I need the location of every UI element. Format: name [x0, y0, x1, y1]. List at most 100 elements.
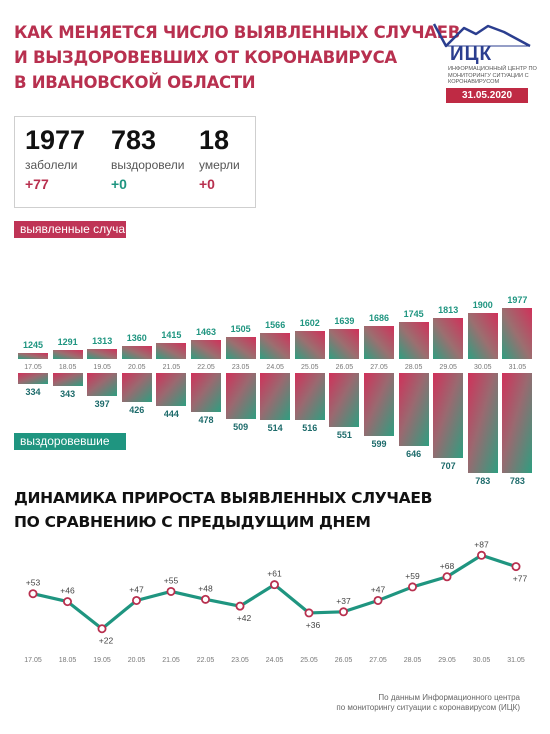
growth-point — [338, 607, 348, 617]
bar-cases-value: 1415 — [161, 329, 182, 340]
stat-recovered: 783 выздоровели +0 — [111, 123, 184, 195]
stat-infected-delta: +77 — [25, 176, 49, 192]
growth-point — [63, 597, 73, 607]
line-chart-title: Динамика прироста выявленных случаев по … — [14, 486, 534, 534]
bar-recovered — [52, 373, 83, 386]
summary-stats-box: 1977 заболели +77 783 выздоровели +0 18 … — [14, 116, 256, 208]
x-tick-label: 20.05 — [128, 364, 146, 371]
bar-recovered-value: 551 — [336, 429, 352, 440]
bar-cases — [467, 312, 498, 359]
x-tick-label: 18.05 — [59, 657, 77, 664]
stat-deaths-label: умерли — [199, 158, 240, 172]
growth-point — [511, 562, 521, 572]
stat-infected: 1977 заболели +77 — [25, 123, 85, 195]
growth-data-label: +55 — [164, 575, 179, 585]
x-tick-label: 25.05 — [300, 657, 318, 664]
bar-cases — [52, 350, 83, 359]
bar-recovered-value: 509 — [233, 421, 249, 432]
x-tick-label: 25.05 — [301, 364, 319, 371]
growth-point — [269, 580, 279, 590]
bar-recovered — [156, 373, 187, 406]
bar-cases — [18, 353, 48, 359]
logo-subtitle: Информационный центр по мониторингу ситу… — [448, 66, 537, 85]
x-tick-label: 31.05 — [508, 364, 527, 371]
logo-name: ИЦК — [450, 44, 493, 65]
growth-point — [166, 586, 176, 596]
stat-recovered-label: выздоровели — [111, 158, 185, 172]
growth-point — [131, 595, 141, 605]
x-tick-label: 22.05 — [197, 364, 215, 371]
bar-recovered — [502, 373, 533, 474]
bar-recovered — [225, 373, 256, 419]
bar-cases-value: 1602 — [299, 318, 320, 329]
source-footnote: По данным Информационного центра по мони… — [280, 693, 520, 713]
growth-data-label: +77 — [513, 574, 528, 584]
bar-recovered-value: 478 — [198, 415, 214, 426]
date-badge: 31.05.2020 — [446, 88, 528, 103]
bar-recovered — [121, 373, 152, 403]
page-title: Как меняется число выявленных случаев и … — [14, 20, 461, 95]
growth-data-label: +42 — [237, 613, 252, 623]
cases-recovered-bar-chart: 1245 17.05 334 1291 18.05 343 1313 19.05 397 1360… — [18, 295, 533, 486]
bar-recovered — [191, 373, 221, 413]
stat-recovered-value: 783 — [111, 125, 157, 155]
bar-cases-value: 1463 — [195, 326, 217, 337]
bar-recovered-value: 516 — [302, 422, 318, 433]
bar-recovered — [18, 373, 48, 384]
growth-data-label: +47 — [129, 584, 144, 594]
x-tick-label: 22.05 — [197, 657, 215, 664]
bar-recovered-value: 646 — [406, 448, 422, 459]
x-tick-label: 24.05 — [266, 364, 284, 371]
bar-recovered-value: 444 — [163, 408, 179, 419]
daily-growth-line-chart: +53 17.05 +46 18.05 +22 19.05 +47 20.05 +55 21.05… — [24, 540, 528, 664]
bar-cases-value: 1900 — [472, 299, 493, 310]
line-chart-title-line-2: по сравнению с предыдущим днем — [14, 513, 371, 531]
bar-cases — [87, 348, 118, 359]
bar-recovered — [433, 373, 464, 458]
x-tick-label: 21.05 — [162, 364, 181, 371]
bar-cases-value: 1505 — [230, 324, 251, 335]
legend-cases: выявленные случаи — [14, 221, 132, 238]
logo: ИЦК Информационный центр по мониторингу … — [432, 20, 537, 100]
x-tick-label: 17.05 — [24, 364, 42, 371]
stat-deaths-value: 18 — [199, 125, 230, 155]
bar-recovered — [260, 373, 291, 420]
x-tick-label: 23.05 — [231, 364, 250, 371]
title-line-1: Как меняется число выявленных случаев — [14, 23, 461, 42]
growth-data-label: +68 — [440, 561, 455, 571]
bar-recovered-value: 514 — [267, 422, 283, 433]
bar-cases — [225, 337, 256, 359]
x-tick-label: 27.05 — [370, 364, 388, 371]
x-tick-label: 20.05 — [128, 657, 146, 664]
bar-recovered — [364, 373, 394, 437]
growth-data-label: +59 — [405, 571, 420, 581]
bar-recovered-value: 599 — [371, 439, 387, 450]
growth-data-label: +48 — [198, 583, 213, 593]
bar-cases-value: 1977 — [507, 295, 528, 306]
x-tick-label: 28.05 — [404, 364, 423, 371]
stat-recovered-delta: +0 — [111, 176, 127, 192]
bar-recovered-value: 783 — [475, 476, 491, 487]
stat-deaths: 18 умерли +0 — [199, 123, 240, 195]
bar-cases-value: 1686 — [368, 313, 390, 324]
x-tick-label: 21.05 — [162, 657, 180, 664]
bar-cases — [398, 322, 429, 359]
bar-recovered-value: 426 — [129, 405, 145, 416]
growth-point — [97, 624, 107, 634]
logo-wave-icon — [432, 23, 531, 48]
stat-infected-label: заболели — [25, 158, 78, 172]
bar-cases-value: 1745 — [403, 309, 424, 320]
x-tick-label: 30.05 — [474, 364, 492, 371]
footnote-line-2: по мониторингу ситуации с коронавирусом … — [336, 703, 520, 712]
bar-recovered-value: 334 — [25, 386, 41, 397]
x-tick-label: 23.05 — [231, 657, 249, 664]
growth-point — [200, 594, 210, 604]
x-tick-label: 24.05 — [266, 657, 284, 664]
bar-cases-value: 1360 — [126, 333, 147, 344]
x-tick-label: 29.05 — [438, 657, 456, 664]
bar-recovered-value: 397 — [94, 399, 110, 410]
growth-data-label: +53 — [26, 578, 41, 588]
bar-cases-value: 1639 — [334, 315, 355, 326]
bar-cases — [294, 331, 325, 359]
line-chart-title-line-1: Динамика прироста выявленных случаев — [14, 489, 433, 507]
